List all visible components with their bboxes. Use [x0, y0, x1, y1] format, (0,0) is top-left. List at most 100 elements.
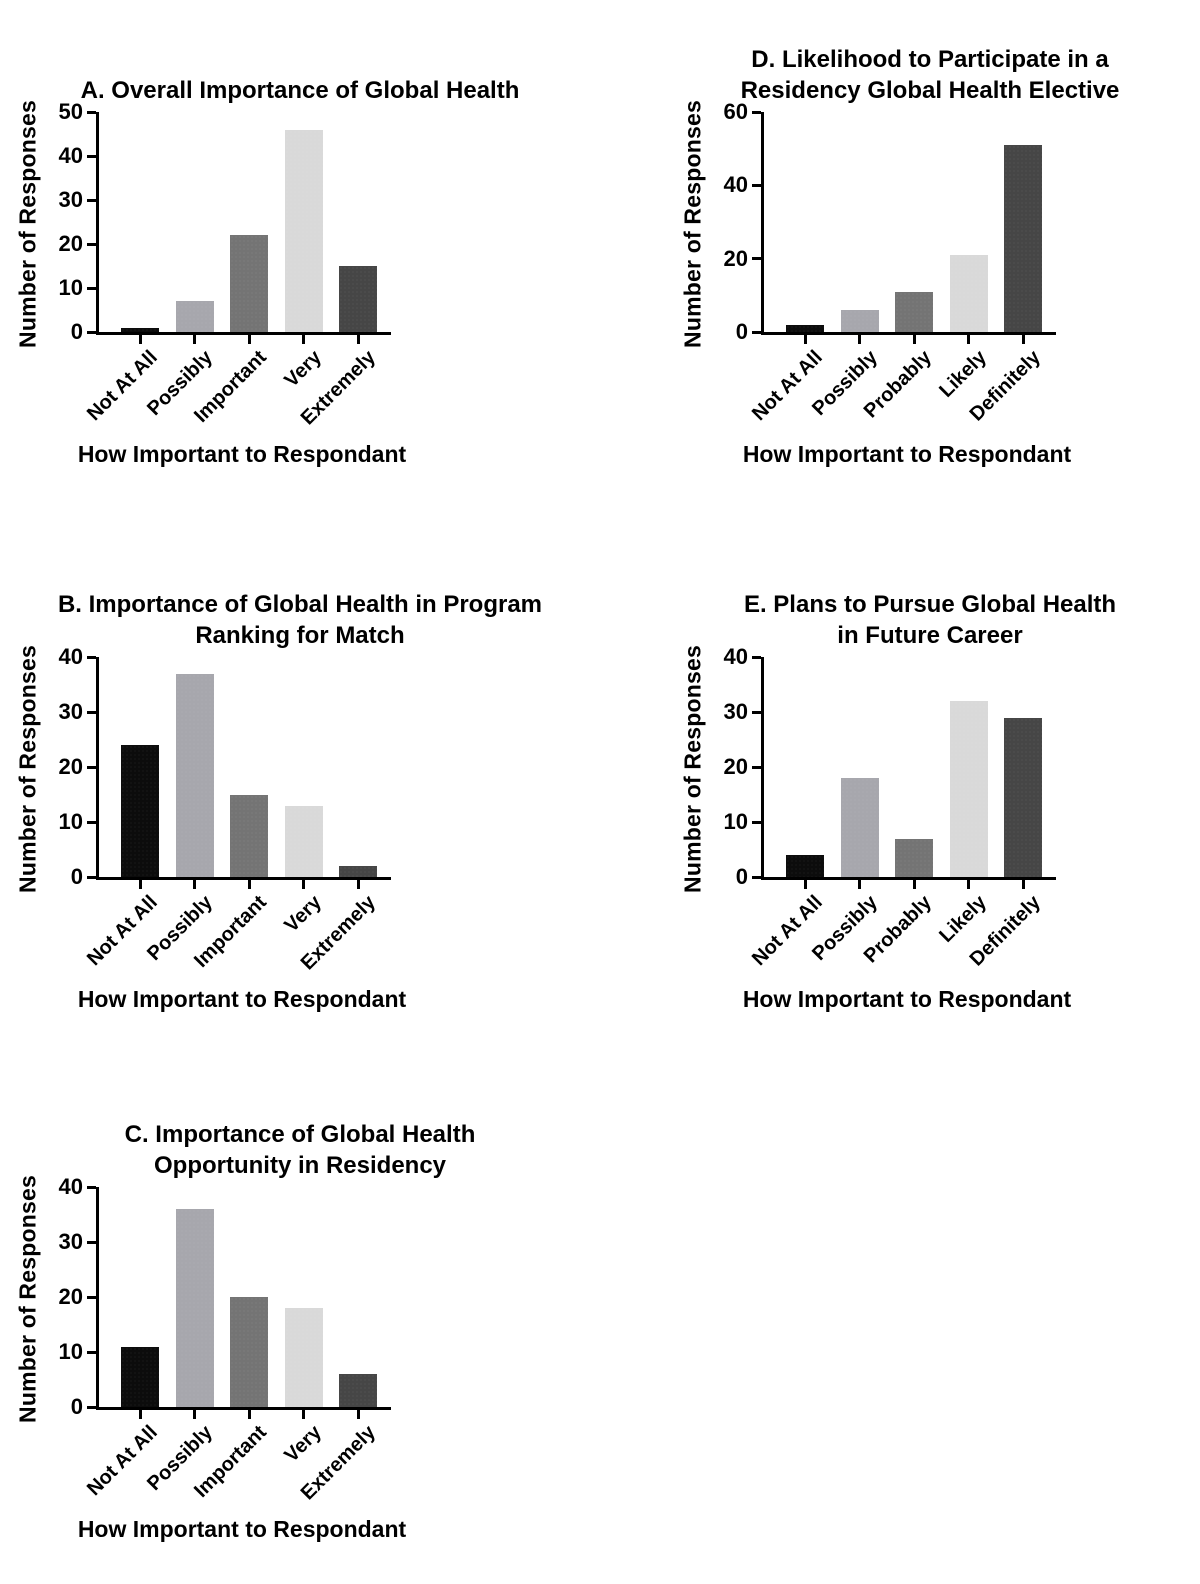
x-tick	[356, 335, 360, 344]
y-tick-label: 30	[58, 699, 83, 724]
chart-body: Number of Responses 0 10 20 30 40 Not At All…	[675, 645, 1200, 1013]
x-tick	[247, 335, 251, 344]
y-tick-label: 10	[58, 275, 83, 300]
x-category-labels: Not At All Possibly Important Very Extremely	[83, 1410, 388, 1514]
bar-probably	[895, 291, 933, 332]
y-tick-label: 40	[723, 172, 748, 198]
bar-not-at-all	[786, 855, 824, 877]
y-axis-title-text: Number of Responses	[14, 645, 41, 893]
y-tick	[87, 330, 96, 334]
y-tick-label: 40	[58, 143, 83, 168]
bar-possibly	[175, 1209, 214, 1407]
x-tick	[967, 335, 970, 344]
bar-very	[284, 1308, 323, 1407]
bar-possibly	[175, 301, 214, 332]
x-tick	[356, 1410, 360, 1419]
y-axis-title-text: Number of Responses	[14, 100, 41, 348]
chart-title: C. Importance of Global Health Opportuni…	[124, 1120, 476, 1179]
y-tick	[87, 1405, 96, 1409]
bar-probably	[895, 838, 933, 877]
y-tick-label: 20	[58, 231, 83, 256]
x-tick	[247, 1410, 251, 1419]
x-axis-title-text: How Important to Respondant	[742, 441, 1072, 467]
bar-definitely	[1004, 717, 1042, 877]
bar-important	[230, 1297, 268, 1407]
x-category-labels: Not At All Possibly Important Very Extremely	[83, 335, 388, 439]
y-tick-label: 0	[70, 864, 83, 889]
y-tick-label: 30	[723, 699, 748, 724]
y-tick	[87, 1350, 96, 1354]
y-tick-label: 0	[735, 864, 748, 889]
plot-area: 0 10 20 30 40	[59, 1176, 391, 1419]
x-axis-title-text: How Important to Respondant	[77, 986, 407, 1012]
chart-title: A. Overall Importance of Global Health	[80, 76, 520, 104]
y-tick	[752, 110, 761, 114]
y-tick	[752, 257, 761, 261]
x-axis-title-text: How Important to Respondant	[77, 1516, 407, 1542]
bar-possibly	[840, 310, 879, 332]
x-tick	[858, 880, 861, 889]
y-tick-label: 20	[58, 754, 83, 779]
bar-very	[284, 129, 323, 332]
plot-area: 0 10 20 30 40 50	[59, 101, 391, 344]
plot-column: 0 10 20 30 40 Not At All Possibly Important Ver…	[46, 646, 407, 1013]
y-tick	[87, 655, 96, 659]
x-tick	[138, 1410, 142, 1419]
y-tick-label: 40	[58, 1174, 83, 1199]
y-tick-label: 30	[58, 187, 83, 212]
plot-area: 0 20 40 60	[724, 101, 1056, 344]
y-tick	[752, 765, 761, 769]
chart-d: D. Likelihood to Participate in a Reside…	[600, 0, 1200, 545]
plot-area: 0 10 20 30 40	[724, 646, 1056, 889]
y-tick-label: 10	[58, 1339, 83, 1364]
plot-column: 0 20 40 60 Not At All Possibly Probably Likely…	[711, 101, 1072, 468]
bar-possibly	[175, 673, 214, 877]
bar-important	[230, 235, 268, 332]
x-axis-title: How Important to Respondant	[743, 986, 1071, 1013]
y-tick-label: 50	[58, 99, 83, 124]
x-axis-title-text: How Important to Respondant	[742, 986, 1072, 1012]
x-tick	[302, 1410, 305, 1419]
bar-likely	[949, 701, 988, 877]
chart-e: E. Plans to Pursue Global Health in Futu…	[600, 545, 1200, 1075]
y-tick	[87, 1185, 96, 1189]
chart-c: C. Importance of Global Health Opportuni…	[0, 1075, 600, 1584]
y-tick	[752, 330, 761, 334]
y-tick-label: 20	[723, 245, 748, 271]
y-axis-title: Number of Responses	[675, 100, 711, 468]
x-tick	[912, 880, 916, 889]
x-tick	[967, 880, 970, 889]
x-tick	[803, 880, 807, 889]
bar-not-at-all	[121, 327, 159, 332]
y-tick	[87, 710, 96, 714]
chart-body: Number of Responses 0 10 20 30 40 Not At All…	[10, 1175, 600, 1543]
y-tick-label: 0	[70, 319, 83, 344]
x-tick	[302, 880, 305, 889]
y-tick	[87, 1295, 96, 1299]
y-tick-label: 0	[70, 1394, 83, 1419]
y-tick	[752, 875, 761, 879]
y-tick	[87, 110, 96, 114]
y-tick-label: 60	[723, 99, 748, 124]
plot-area: 0 10 20 30 40	[59, 646, 391, 889]
x-tick	[803, 335, 807, 344]
y-axis-title-text: Number of Responses	[14, 1175, 41, 1423]
y-tick-label: 10	[723, 809, 748, 834]
empty-cell	[600, 1075, 1200, 1584]
x-axis-title: How Important to Respondant	[78, 986, 406, 1013]
bar-not-at-all	[121, 1346, 159, 1407]
plot-column: 0 10 20 30 40 50 Not At All Possibly Important V…	[46, 101, 407, 468]
y-tick	[752, 183, 761, 187]
x-tick	[193, 1410, 196, 1419]
bar-not-at-all	[786, 324, 824, 332]
x-axis-title: How Important to Respondant	[78, 441, 406, 468]
bar-extremely	[339, 266, 377, 332]
y-tick-label: 20	[723, 754, 748, 779]
y-tick	[87, 820, 96, 824]
x-tick	[193, 335, 196, 344]
chart-body: Number of Responses 0 10 20 30 40 Not At All…	[10, 645, 600, 1013]
chart-a: A. Overall Importance of Global Health N…	[0, 0, 600, 545]
x-axis-title-text: How Important to Respondant	[77, 441, 407, 467]
chart-body: Number of Responses 0 20 40 60 Not At All Po…	[675, 100, 1200, 468]
